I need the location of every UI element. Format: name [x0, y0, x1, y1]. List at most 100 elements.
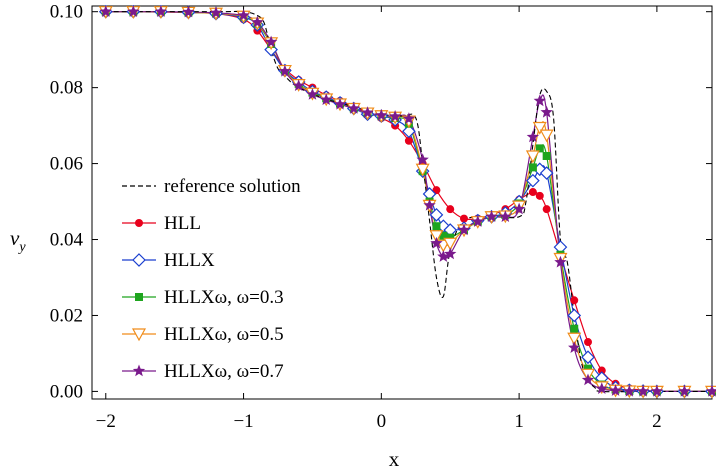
- legend-item: HLL: [122, 213, 201, 234]
- data-point: [347, 102, 360, 114]
- data-point: [570, 324, 579, 333]
- y-tick-label: 0.10: [50, 2, 83, 23]
- data-point: [375, 108, 388, 121]
- data-point: [584, 364, 592, 373]
- data-point: [581, 350, 595, 365]
- legend-marker: [135, 293, 143, 301]
- data-point: [567, 332, 582, 346]
- x-axis-ticks: −2 −1 0 1 2: [96, 6, 662, 432]
- data-point: [542, 151, 551, 160]
- data-point: [292, 79, 305, 91]
- data-point: [535, 144, 544, 153]
- y-axis-label-sub: y: [17, 240, 26, 255]
- data-point: [539, 166, 554, 180]
- data-point: [278, 64, 292, 77]
- data-point: [437, 250, 450, 262]
- data-point: [423, 198, 436, 211]
- y-tick-label: 0.00: [50, 381, 83, 402]
- data-point: [532, 121, 547, 135]
- data-point: [525, 150, 540, 164]
- series-markers: [98, 4, 716, 399]
- data-point: [127, 5, 140, 17]
- data-point: [595, 382, 608, 395]
- data-point: [444, 247, 457, 260]
- y-tick-label: 0.04: [50, 230, 84, 251]
- data-point: [568, 341, 581, 353]
- plot-frame: [91, 5, 713, 400]
- series-markers-5: [99, 5, 716, 397]
- data-point: [539, 129, 554, 143]
- data-point: [402, 112, 416, 125]
- data-point: [443, 237, 458, 251]
- series-line-0: [105, 10, 712, 393]
- data-point: [306, 87, 319, 100]
- data-point: [567, 308, 582, 323]
- data-point: [471, 215, 484, 227]
- legend-marker: [132, 364, 146, 377]
- legend-item: HLLX: [122, 250, 215, 271]
- data-point: [526, 173, 540, 188]
- data-point: [705, 384, 716, 397]
- data-point: [99, 5, 112, 17]
- data-point: [650, 384, 664, 397]
- data-point: [415, 163, 430, 177]
- data-point: [460, 214, 468, 223]
- data-point: [533, 94, 546, 107]
- data-point: [526, 130, 540, 143]
- data-point: [416, 153, 429, 166]
- legend-label: reference solution: [164, 176, 301, 197]
- data-point: [584, 338, 592, 347]
- legend-marker: [135, 219, 143, 227]
- y-axis-ticks: 0.00 0.02 0.04 0.06 0.08 0.10: [50, 2, 712, 402]
- data-point: [182, 5, 195, 18]
- data-point: [237, 8, 250, 21]
- data-point: [528, 163, 537, 172]
- x-tick-label: 1: [514, 411, 524, 432]
- data-point: [512, 202, 526, 215]
- data-point: [430, 236, 443, 249]
- legend-label: HLLXω, ω=0.5: [164, 324, 284, 345]
- data-point: [609, 384, 622, 396]
- data-point: [209, 6, 223, 19]
- data-point: [429, 230, 444, 243]
- data-point: [623, 384, 636, 397]
- legend-item: HLLXω, ω=0.3: [122, 287, 284, 308]
- x-axis-label: x: [389, 447, 400, 471]
- data-point: [429, 207, 444, 222]
- data-point: [154, 5, 168, 17]
- y-tick-label: 0.08: [50, 78, 83, 99]
- data-point: [499, 210, 512, 222]
- legend-item: reference solution: [122, 176, 301, 197]
- y-tick-label: 0.06: [50, 154, 83, 175]
- y-axis-label: vy: [10, 226, 26, 255]
- data-point: [446, 233, 455, 242]
- data-point: [333, 97, 347, 110]
- data-point: [264, 35, 278, 48]
- data-point: [404, 136, 413, 145]
- legend-label: HLLXω, ω=0.7: [164, 361, 284, 382]
- data-point: [361, 106, 374, 118]
- data-point: [402, 124, 416, 139]
- legend-marker: [131, 328, 147, 342]
- legend-marker: [132, 253, 146, 267]
- x-tick-label: 0: [377, 411, 387, 432]
- x-tick-label: −2: [96, 411, 116, 432]
- data-point: [535, 191, 544, 200]
- data-point: [388, 110, 402, 122]
- data-point: [570, 296, 579, 305]
- y-axis-label-main: v: [10, 226, 20, 250]
- data-point: [432, 222, 441, 231]
- y-tick-label: 0.02: [50, 305, 83, 326]
- data-point: [554, 255, 567, 268]
- x-tick-label: −1: [233, 411, 253, 432]
- data-point: [597, 366, 606, 375]
- legend-item: HLLXω, ω=0.5: [122, 324, 284, 345]
- data-point: [678, 384, 691, 397]
- legend-label: HLLX: [164, 250, 215, 271]
- data-point: [446, 205, 455, 214]
- data-point: [542, 205, 551, 214]
- legend-label: HLLXω, ω=0.3: [164, 287, 284, 308]
- data-point: [457, 223, 471, 236]
- x-tick-label: 2: [652, 411, 662, 432]
- data-point: [485, 210, 498, 222]
